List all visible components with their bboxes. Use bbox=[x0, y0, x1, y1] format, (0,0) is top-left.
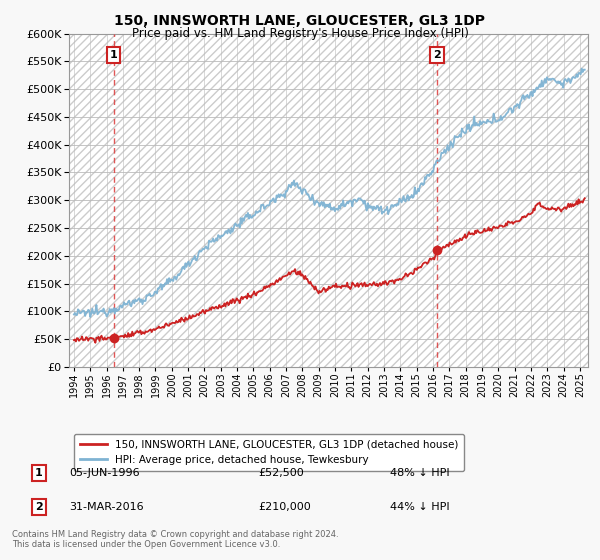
Text: £210,000: £210,000 bbox=[258, 502, 311, 512]
Text: 150, INNSWORTH LANE, GLOUCESTER, GL3 1DP: 150, INNSWORTH LANE, GLOUCESTER, GL3 1DP bbox=[115, 14, 485, 28]
FancyBboxPatch shape bbox=[69, 34, 588, 367]
Text: 2: 2 bbox=[433, 50, 441, 60]
Text: 31-MAR-2016: 31-MAR-2016 bbox=[69, 502, 143, 512]
Text: £52,500: £52,500 bbox=[258, 468, 304, 478]
Text: 44% ↓ HPI: 44% ↓ HPI bbox=[390, 502, 449, 512]
Text: 05-JUN-1996: 05-JUN-1996 bbox=[69, 468, 140, 478]
Text: 2: 2 bbox=[35, 502, 43, 512]
Text: 1: 1 bbox=[35, 468, 43, 478]
Text: Contains HM Land Registry data © Crown copyright and database right 2024.: Contains HM Land Registry data © Crown c… bbox=[12, 530, 338, 539]
Text: 1: 1 bbox=[110, 50, 118, 60]
Text: 48% ↓ HPI: 48% ↓ HPI bbox=[390, 468, 449, 478]
Text: This data is licensed under the Open Government Licence v3.0.: This data is licensed under the Open Gov… bbox=[12, 540, 280, 549]
Text: Price paid vs. HM Land Registry's House Price Index (HPI): Price paid vs. HM Land Registry's House … bbox=[131, 27, 469, 40]
Legend: 150, INNSWORTH LANE, GLOUCESTER, GL3 1DP (detached house), HPI: Average price, d: 150, INNSWORTH LANE, GLOUCESTER, GL3 1DP… bbox=[74, 433, 464, 472]
